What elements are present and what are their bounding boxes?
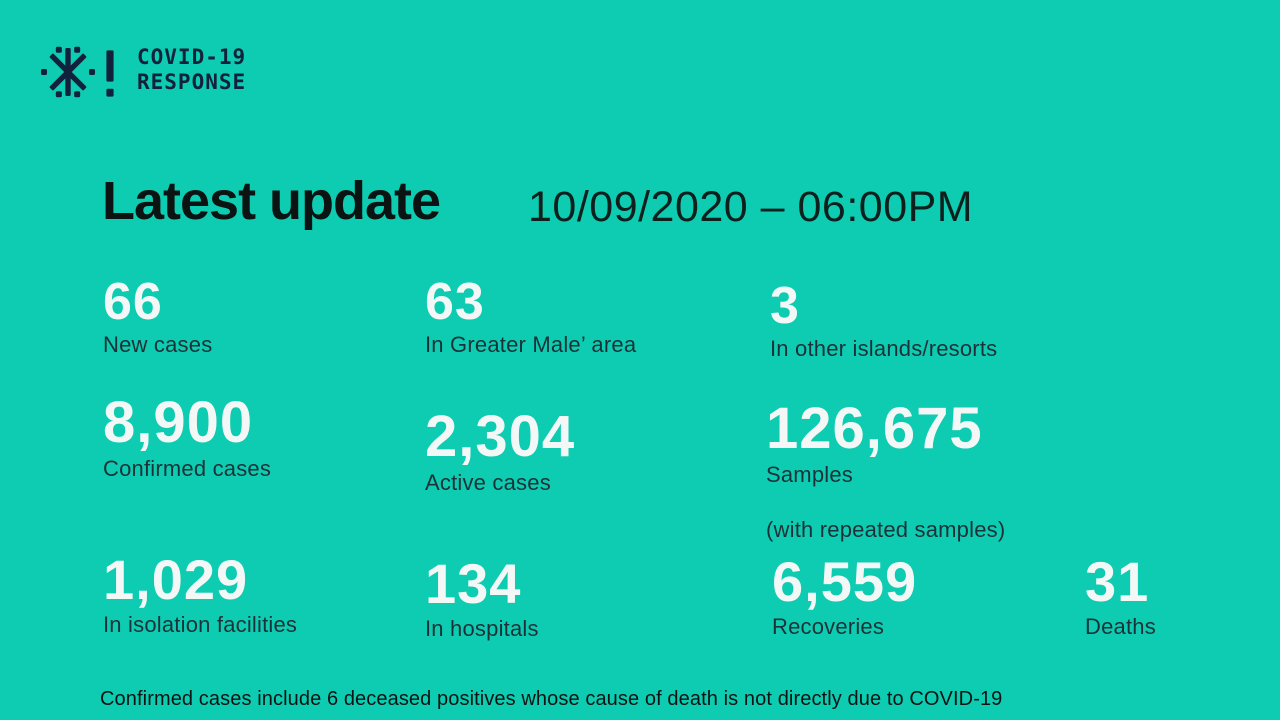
stat-recoveries: 6,559 Recoveries: [772, 554, 917, 639]
logo-line1: COVID-19: [137, 45, 247, 69]
stat-label: Active cases: [425, 470, 551, 495]
stat-in-hospitals: 134 In hospitals: [425, 556, 539, 641]
logo-wordmark: COVID-19 RESPONSE: [137, 42, 246, 95]
stat-label: New cases: [103, 332, 213, 357]
stat-label: Recoveries: [772, 614, 885, 639]
stat-value: 63: [425, 273, 485, 331]
stat-value: 8,900: [103, 390, 254, 455]
stat-sublabel: (with repeated samples): [766, 517, 1006, 543]
stat-value: 126,675: [766, 396, 983, 461]
stat-deaths: 31 Deaths: [1085, 554, 1156, 639]
footnote: Confirmed cases include 6 deceased posit…: [100, 688, 1003, 710]
page-title: Latest update: [102, 171, 441, 231]
stat-greater-male-area: 63 In Greater Male’ area: [425, 276, 636, 357]
stat-new-cases: 66 New cases: [103, 276, 212, 357]
stat-value: 134: [425, 552, 522, 615]
snowflake-exclamation-icon: [41, 46, 114, 98]
stat-label: In Greater Male’ area: [425, 332, 637, 357]
stat-label: In other islands/resorts: [770, 336, 998, 361]
stat-label: In isolation facilities: [103, 612, 298, 637]
update-timestamp: 10/09/2020 – 06:00PM: [528, 183, 974, 231]
stat-isolation-facilities: 1,029 In isolation facilities: [103, 552, 297, 637]
stat-samples: 126,675 Samples (with repeated samples): [766, 400, 1005, 543]
stat-other-islands-resorts: 3 In other islands/resorts: [770, 280, 997, 361]
logo-line2: RESPONSE: [137, 70, 247, 94]
stat-value: 6,559: [772, 550, 918, 613]
stat-value: 31: [1085, 550, 1150, 613]
stat-value: 3: [770, 277, 800, 335]
stat-active-cases: 2,304 Active cases: [425, 408, 575, 495]
stat-value: 2,304: [425, 404, 576, 469]
stat-value: 66: [103, 273, 163, 331]
stat-label: Deaths: [1085, 614, 1156, 639]
stat-confirmed-cases: 8,900 Confirmed cases: [103, 394, 271, 481]
stat-value: 1,029: [103, 548, 249, 611]
stat-label: Samples: [766, 462, 853, 487]
stat-label: In hospitals: [425, 616, 539, 641]
stat-label: Confirmed cases: [103, 456, 272, 481]
covid-response-logo: COVID-19 RESPONSE: [38, 42, 246, 102]
